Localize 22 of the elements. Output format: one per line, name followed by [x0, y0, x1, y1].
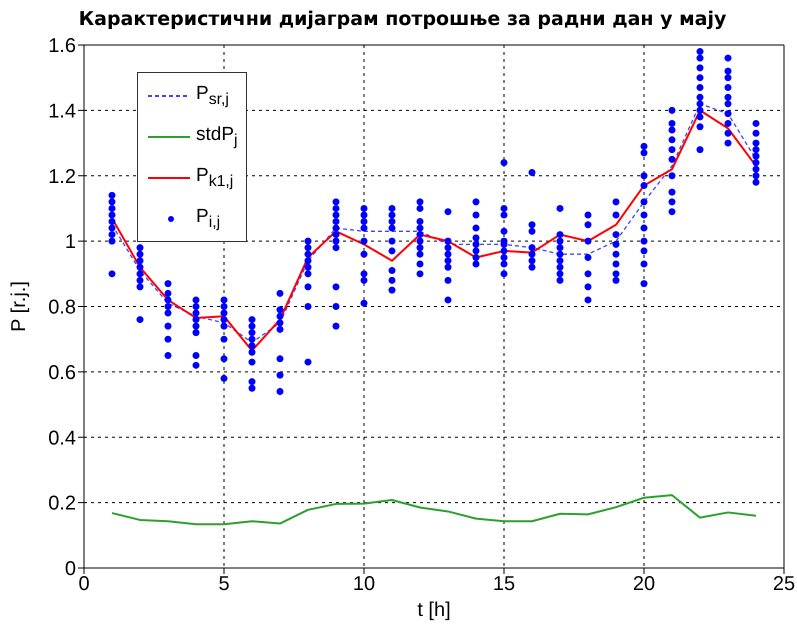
x-tick-label: 5 — [218, 573, 230, 596]
y-tick-label: 0 — [64, 558, 76, 580]
y-tick-label: 0.4 — [48, 427, 76, 450]
y-tick-label: 0.8 — [48, 296, 76, 319]
legend-label: P$_{sr,j}$ — [196, 82, 229, 108]
y-tick-label: 0.6 — [48, 362, 76, 384]
y-tick-label: 1.4 — [48, 100, 76, 122]
chart-title: Карактеристични дијаграм потрошње за радни дан у мају — [78, 8, 728, 32]
y-axis-title: P [r.j.] — [8, 281, 30, 332]
x-axis-title: t [h] — [417, 599, 451, 621]
y-tick-label: 0.2 — [48, 492, 76, 515]
x-tick-label: 15 — [492, 573, 516, 596]
legend-label: P$_{k1,j}$ — [196, 164, 234, 190]
legend-label: stdP$_{j}$ — [196, 124, 238, 150]
y-tick-label: 1 — [64, 231, 76, 254]
x-tick-label: 20 — [632, 573, 656, 596]
x-tick-label: 25 — [772, 573, 796, 596]
legend-label: P$_{i,j}$ — [196, 206, 220, 232]
y-tick-label: 1.2 — [48, 166, 76, 188]
line-series — [111, 494, 757, 526]
y-tick-label: 1.6 — [48, 35, 76, 58]
x-tick-label: 10 — [352, 573, 376, 596]
